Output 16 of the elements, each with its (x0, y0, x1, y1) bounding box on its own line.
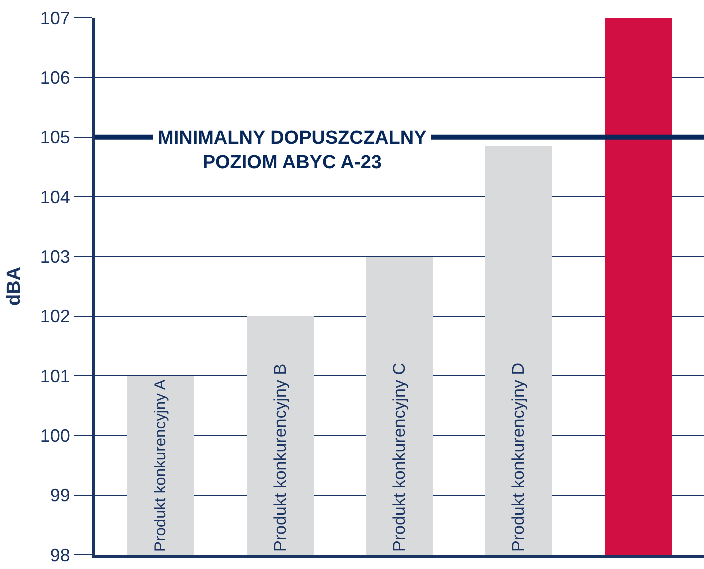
y-tick-label: 103 (40, 246, 70, 267)
y-tick-label: 101 (40, 366, 70, 386)
x-tick-label: Produkt konkurencyjny A (152, 379, 170, 552)
y-axis-title: dBA (4, 266, 26, 306)
x-tick-label: Produkt konkurencyjny D (509, 363, 528, 552)
y-tick-label: 106 (40, 68, 70, 88)
y-tick-label: 104 (40, 187, 70, 208)
y-tick-label: 99 (50, 486, 70, 506)
y-tick-label: 98 (50, 545, 70, 566)
y-tick-label: 105 (40, 128, 70, 148)
y-tick-label: 102 (40, 306, 70, 327)
x-tick-label: Produkt konkurencyjny C (390, 363, 409, 552)
x-tick-label: Produkt konkurencyjny B (271, 364, 290, 552)
y-tick-label: 107 (40, 8, 70, 28)
y-tick-label: 100 (40, 426, 70, 446)
ref-line-label: MINIMALNY DOPUSZCZALNY POZIOM ABYC A-23 (158, 128, 428, 174)
